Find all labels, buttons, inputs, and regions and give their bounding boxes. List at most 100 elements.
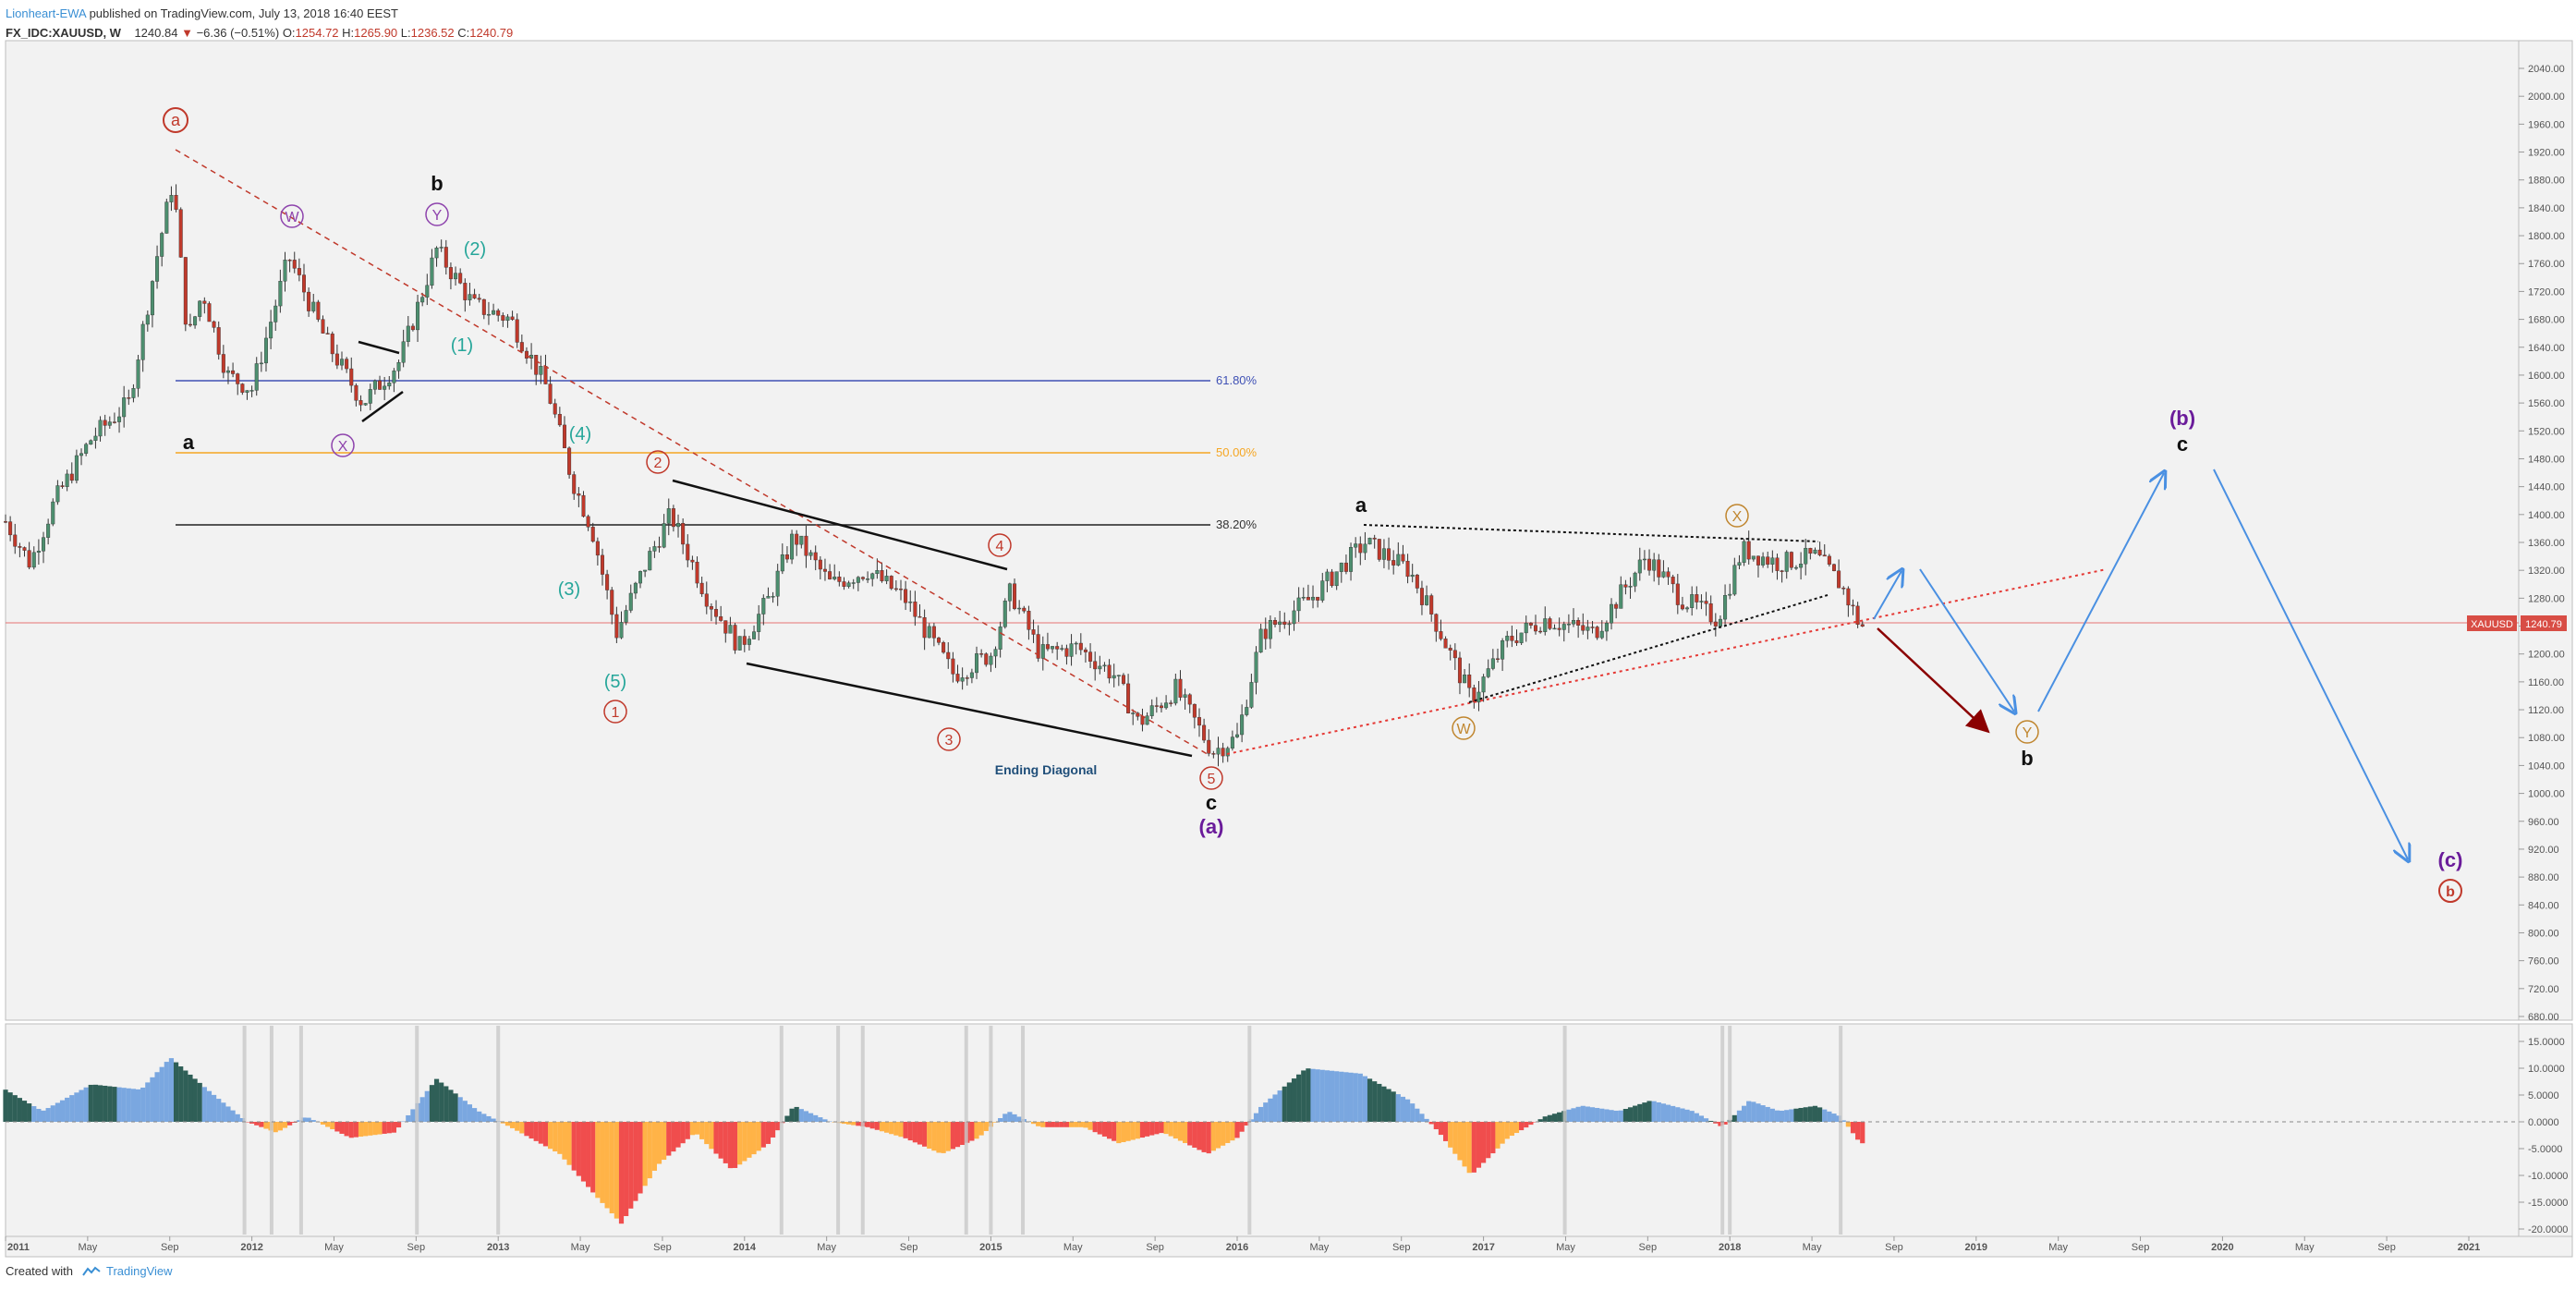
osc-tick-label: -5.0000 xyxy=(2528,1144,2562,1155)
candle-body xyxy=(1827,555,1831,565)
candle-body xyxy=(624,610,628,623)
oscillator-bar xyxy=(344,1122,349,1137)
oscillator-bar xyxy=(1404,1099,1411,1122)
oscillator-bar xyxy=(1722,1122,1728,1125)
tradingview-logo-icon xyxy=(82,1266,101,1276)
candle-body xyxy=(1599,630,1604,639)
oscillator-marker-stripe xyxy=(1247,1026,1252,1235)
candle-body xyxy=(69,473,74,481)
candle-body xyxy=(278,281,283,307)
candle-body xyxy=(316,301,321,320)
candle-body xyxy=(1448,648,1452,651)
candle-body xyxy=(1524,622,1528,634)
candle-body xyxy=(904,589,908,603)
oscillator-bar xyxy=(168,1058,175,1122)
candle-body xyxy=(1405,560,1410,578)
candle-body xyxy=(117,416,122,422)
candle-body xyxy=(1851,604,1855,607)
oscillator-bar xyxy=(3,1089,8,1122)
tradingview-link[interactable]: TradingView xyxy=(82,1264,173,1278)
candle-body xyxy=(1708,603,1713,623)
candle-body xyxy=(1841,588,1846,590)
x-tick-label: May xyxy=(1063,1242,1083,1253)
oscillator-bar xyxy=(1466,1122,1472,1174)
oscillator-marker-stripe xyxy=(242,1026,247,1235)
oscillator-bar xyxy=(391,1122,397,1133)
candle-body xyxy=(686,543,690,561)
candle-body xyxy=(55,485,60,503)
candle-body xyxy=(1495,658,1500,660)
candle-body xyxy=(254,363,259,391)
oscillator-marker-stripe xyxy=(269,1026,273,1235)
y-tick-label: 2040.00 xyxy=(2528,64,2565,75)
candle-body xyxy=(372,380,377,390)
oscillator-bar xyxy=(50,1105,55,1122)
candle-body xyxy=(1126,683,1131,713)
oscillator-bar xyxy=(130,1089,137,1122)
candle-body xyxy=(1452,650,1457,659)
candle-body xyxy=(65,473,69,487)
oscillator-bar xyxy=(747,1122,752,1158)
oscillator-bar xyxy=(604,1122,610,1209)
candle-body xyxy=(1751,555,1756,560)
oscillator-bar xyxy=(950,1122,955,1150)
candle-body xyxy=(486,313,491,316)
oscillator-bar xyxy=(301,1117,307,1122)
oscillator-bar xyxy=(737,1122,743,1165)
oscillator-bar xyxy=(1789,1109,1794,1122)
candle-body xyxy=(112,421,116,423)
candle-body xyxy=(1746,541,1751,560)
oscillator-bar xyxy=(1665,1104,1671,1122)
projection-arrow-down-1 xyxy=(1919,568,2014,712)
oscillator-bar xyxy=(424,1090,430,1122)
candle-body xyxy=(1187,694,1192,705)
oscillator-bar xyxy=(1798,1107,1804,1122)
candle-body xyxy=(145,314,150,325)
candle-body xyxy=(671,508,675,528)
y-tick-label: 1520.00 xyxy=(2528,426,2565,437)
oscillator-bar xyxy=(353,1122,358,1138)
candle-body xyxy=(1808,547,1813,554)
oscillator-bar xyxy=(1410,1103,1416,1122)
author-link[interactable]: Lionheart-EWA xyxy=(6,6,86,20)
candle-body xyxy=(1064,648,1069,657)
oscillator-bar xyxy=(1400,1096,1406,1122)
oscillator-bar xyxy=(1438,1122,1444,1136)
close-label: C: xyxy=(457,26,470,40)
oscillator-bar xyxy=(282,1122,288,1128)
candle-body xyxy=(676,523,681,528)
candle-body xyxy=(107,421,112,426)
oscillator-bar xyxy=(1116,1122,1122,1144)
oscillator-bar xyxy=(1225,1122,1231,1143)
candle-body xyxy=(193,316,198,326)
osc-tick-label: 5.0000 xyxy=(2528,1090,2559,1101)
candle-body xyxy=(1604,622,1609,632)
oscillator-marker-stripe xyxy=(1720,1026,1725,1235)
oscillator-bar xyxy=(1452,1122,1458,1154)
oscillator-bar xyxy=(69,1095,75,1122)
fib-50-label: 50.00% xyxy=(1216,445,1258,459)
oscillator-bar xyxy=(1362,1076,1368,1122)
candle-body xyxy=(557,414,562,426)
candle-body xyxy=(444,247,448,268)
candle-body xyxy=(539,366,543,375)
wave-c2-circle xyxy=(646,450,670,474)
candle-body xyxy=(150,281,154,316)
candle-body xyxy=(1367,537,1372,545)
oscillator-axis xyxy=(2518,1023,2573,1237)
oscillator-bar xyxy=(515,1122,520,1131)
candle-body xyxy=(1159,705,1163,709)
oscillator-bar xyxy=(628,1122,634,1209)
oscillator-bar xyxy=(794,1106,799,1122)
candle-body xyxy=(1728,593,1732,596)
candle-body xyxy=(1225,748,1230,757)
candle-body xyxy=(1799,564,1804,568)
oscillator-bar xyxy=(249,1122,255,1124)
candle-body xyxy=(969,672,974,678)
candle-body xyxy=(595,541,600,556)
candle-body xyxy=(643,569,648,572)
candle-body xyxy=(965,677,969,679)
candle-body xyxy=(1831,564,1836,572)
oscillator-bar xyxy=(263,1122,269,1129)
